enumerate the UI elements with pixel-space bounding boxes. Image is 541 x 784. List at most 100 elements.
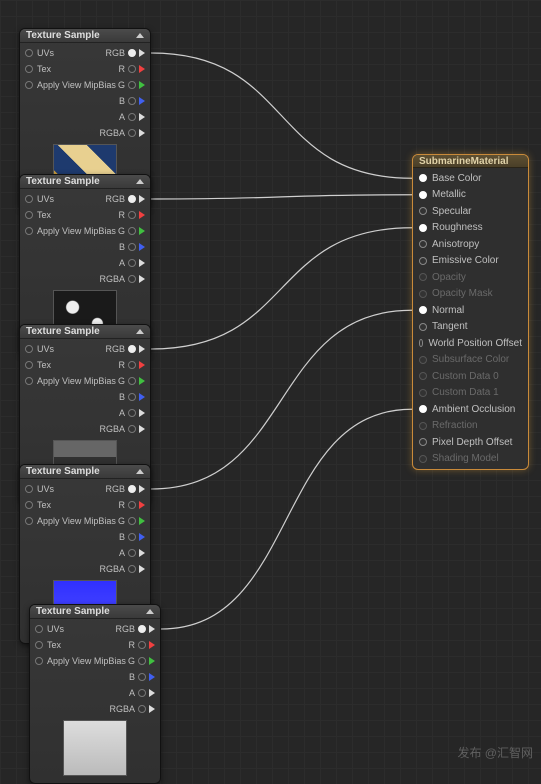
output-pin[interactable]: [128, 195, 136, 203]
output-pin[interactable]: [138, 625, 146, 633]
input-pin[interactable]: [25, 361, 33, 369]
input-pin[interactable]: [25, 81, 33, 89]
output-pin[interactable]: [128, 65, 136, 73]
texture-sample-node[interactable]: Texture Sample UVsRGBTexRApply View MipBi…: [29, 604, 161, 784]
output-pin[interactable]: [128, 409, 136, 417]
output-pin[interactable]: [128, 345, 136, 353]
material-input-pin[interactable]: [419, 174, 427, 182]
input-pin[interactable]: [25, 345, 33, 353]
output-pin[interactable]: [128, 243, 136, 251]
collapse-chevron-icon[interactable]: [136, 33, 144, 38]
material-input-row: Tangent: [413, 319, 528, 336]
material-input-row: Subsurface Color: [413, 352, 528, 369]
input-pin[interactable]: [25, 49, 33, 57]
output-arrow-icon: [139, 377, 145, 385]
output-arrow-icon: [139, 361, 145, 369]
node-header[interactable]: Texture Sample: [30, 605, 160, 619]
output-pin[interactable]: [138, 705, 146, 713]
material-input-pin[interactable]: [419, 455, 427, 463]
material-input-pin[interactable]: [419, 323, 427, 331]
output-label: G: [118, 80, 125, 90]
material-input-label: Pixel Depth Offset: [432, 437, 512, 448]
input-pin[interactable]: [25, 377, 33, 385]
material-input-pin[interactable]: [419, 306, 427, 314]
input-pin[interactable]: [25, 227, 33, 235]
output-arrow-icon: [149, 673, 155, 681]
material-input-pin[interactable]: [419, 389, 427, 397]
output-pin[interactable]: [128, 275, 136, 283]
output-pin[interactable]: [128, 361, 136, 369]
node-header[interactable]: Texture Sample: [20, 465, 150, 479]
input-pin[interactable]: [35, 641, 43, 649]
output-pin[interactable]: [128, 129, 136, 137]
material-input-pin[interactable]: [419, 240, 427, 248]
node-row: UVsRGB: [30, 621, 160, 637]
connection-wire[interactable]: [151, 228, 412, 349]
connection-wire[interactable]: [151, 310, 412, 489]
material-input-pin[interactable]: [419, 191, 427, 199]
material-input-pin[interactable]: [419, 438, 427, 446]
input-pin[interactable]: [25, 501, 33, 509]
node-title: Texture Sample: [36, 606, 110, 617]
node-header[interactable]: Texture Sample: [20, 29, 150, 43]
node-row: A: [20, 109, 150, 125]
input-pin[interactable]: [25, 517, 33, 525]
node-header[interactable]: Texture Sample: [20, 325, 150, 339]
collapse-chevron-icon[interactable]: [136, 469, 144, 474]
material-header[interactable]: SubmarineMaterial: [413, 155, 528, 168]
input-pin[interactable]: [25, 211, 33, 219]
material-output-node[interactable]: SubmarineMaterialBase ColorMetallicSpecu…: [412, 154, 529, 470]
output-pin[interactable]: [128, 49, 136, 57]
output-arrow-icon: [139, 195, 145, 203]
output-pin[interactable]: [128, 377, 136, 385]
output-pin[interactable]: [128, 393, 136, 401]
output-pin[interactable]: [138, 673, 146, 681]
output-pin[interactable]: [138, 641, 146, 649]
node-header[interactable]: Texture Sample: [20, 175, 150, 189]
node-body: UVsRGBTexRApply View MipBiasGBARGBA: [30, 619, 160, 783]
collapse-chevron-icon[interactable]: [146, 609, 154, 614]
output-arrow-icon: [139, 211, 145, 219]
material-input-pin[interactable]: [419, 356, 427, 364]
input-pin[interactable]: [35, 625, 43, 633]
connection-wire[interactable]: [161, 409, 412, 629]
output-pin[interactable]: [128, 211, 136, 219]
material-input-label: Base Color: [432, 173, 481, 184]
output-pin[interactable]: [138, 657, 146, 665]
material-input-pin[interactable]: [419, 290, 427, 298]
collapse-chevron-icon[interactable]: [136, 179, 144, 184]
output-pin[interactable]: [128, 227, 136, 235]
input-pin[interactable]: [35, 657, 43, 665]
collapse-chevron-icon[interactable]: [136, 329, 144, 334]
material-input-row: Opacity Mask: [413, 286, 528, 303]
output-pin[interactable]: [138, 689, 146, 697]
node-row: RGBA: [20, 421, 150, 437]
output-pin[interactable]: [128, 549, 136, 557]
output-pin[interactable]: [128, 533, 136, 541]
material-input-pin[interactable]: [419, 224, 427, 232]
input-pin[interactable]: [25, 195, 33, 203]
material-input-pin[interactable]: [419, 405, 427, 413]
output-arrow-icon: [149, 641, 155, 649]
output-pin[interactable]: [128, 97, 136, 105]
material-input-pin[interactable]: [419, 273, 427, 281]
input-pin[interactable]: [25, 65, 33, 73]
output-pin[interactable]: [128, 565, 136, 573]
output-pin[interactable]: [128, 113, 136, 121]
output-pin[interactable]: [128, 259, 136, 267]
output-pin[interactable]: [128, 501, 136, 509]
connection-wire[interactable]: [151, 195, 412, 199]
material-input-pin[interactable]: [419, 422, 427, 430]
material-input-label: Roughness: [432, 222, 483, 233]
output-label: R: [119, 210, 126, 220]
output-pin[interactable]: [128, 517, 136, 525]
connection-wire[interactable]: [151, 53, 412, 178]
material-input-pin[interactable]: [419, 372, 427, 380]
material-input-pin[interactable]: [419, 339, 423, 347]
output-pin[interactable]: [128, 81, 136, 89]
output-pin[interactable]: [128, 425, 136, 433]
input-pin[interactable]: [25, 485, 33, 493]
output-pin[interactable]: [128, 485, 136, 493]
material-input-pin[interactable]: [419, 257, 427, 265]
material-input-pin[interactable]: [419, 207, 427, 215]
